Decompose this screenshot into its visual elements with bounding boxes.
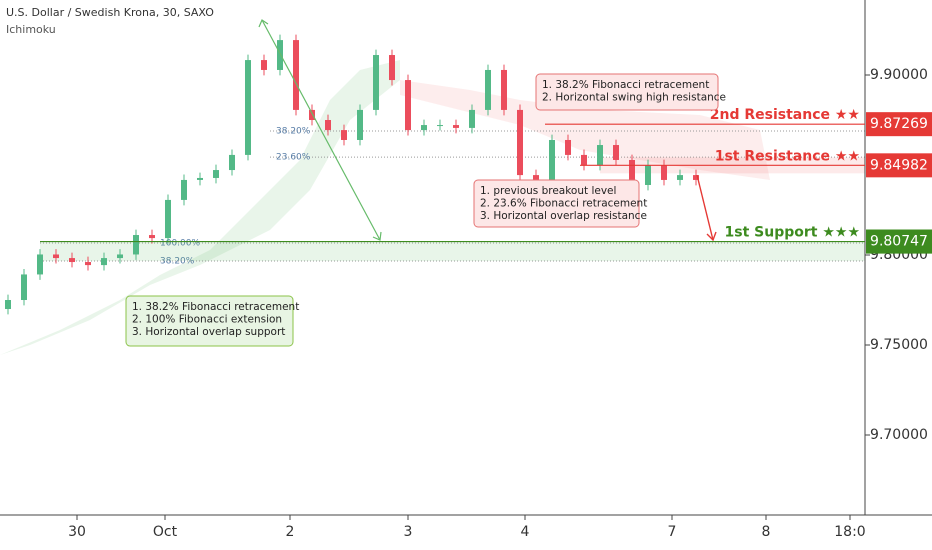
candle-body bbox=[213, 170, 219, 178]
candle-body bbox=[437, 125, 443, 127]
candle-body bbox=[453, 125, 459, 128]
x-tick-label: 4 bbox=[521, 524, 530, 540]
candle-body bbox=[389, 55, 395, 81]
candle-body bbox=[325, 120, 331, 131]
candle-body bbox=[341, 130, 347, 140]
candle-body bbox=[565, 139, 571, 155]
annotation-box bbox=[535, 73, 719, 111]
candle-body bbox=[261, 60, 267, 70]
support-zone bbox=[40, 241, 865, 261]
candle-body bbox=[277, 40, 283, 70]
candle-body bbox=[645, 165, 651, 185]
candle-body bbox=[597, 145, 603, 166]
plot-area: 38.20% 23.60% 100.00% 38.20% bbox=[5, 34, 865, 315]
annotation-text: 2. Horizontal swing high resistance bbox=[542, 92, 726, 104]
candle-body bbox=[629, 159, 635, 185]
x-tick-label: Oct bbox=[153, 524, 178, 540]
level-price: 9.87269 bbox=[870, 116, 928, 132]
annotation-text: 3. Horizontal overlap resistance bbox=[480, 210, 647, 222]
level-name: 2nd Resistance ★★ bbox=[710, 107, 860, 123]
x-tick-label: 3 bbox=[404, 524, 413, 540]
candle-body bbox=[149, 235, 155, 239]
fib-label: 100.00% bbox=[160, 238, 200, 248]
candle-body bbox=[5, 300, 11, 310]
annotation-text: 1. 38.2% Fibonacci retracement bbox=[542, 79, 709, 91]
chart-title: U.S. Dollar / Swedish Krona, 30, SAXO bbox=[6, 6, 214, 19]
y-tick-label: 9.75000 bbox=[870, 337, 928, 353]
x-tick-label: 2 bbox=[286, 524, 295, 540]
candle-body bbox=[549, 139, 555, 180]
candle-body bbox=[165, 199, 171, 239]
arrow-head bbox=[372, 231, 382, 241]
candle-body bbox=[21, 274, 27, 301]
candle-body bbox=[101, 258, 107, 266]
candle-body bbox=[117, 254, 123, 259]
candle-body bbox=[661, 165, 667, 180]
candle-body bbox=[37, 254, 43, 275]
x-tick-label: 7 bbox=[668, 524, 677, 540]
candle-body bbox=[197, 177, 203, 180]
candle-body bbox=[133, 235, 139, 255]
level-price-box bbox=[866, 229, 932, 254]
candle-body bbox=[357, 109, 363, 140]
y-tick-label: 9.70000 bbox=[870, 427, 928, 443]
candle-body bbox=[53, 254, 59, 259]
candle-body bbox=[405, 80, 411, 131]
annotation-text: 3. Horizontal overlap support bbox=[132, 326, 285, 338]
candle-body bbox=[469, 109, 475, 128]
level-price: 9.80747 bbox=[870, 234, 928, 250]
fib-label: 38.20% bbox=[160, 256, 195, 266]
annotation-box bbox=[125, 295, 294, 347]
level-name: 1st Resistance ★★ bbox=[715, 148, 860, 164]
candle-body bbox=[309, 109, 315, 121]
ichimoku-cloud bbox=[0, 60, 400, 355]
annotation-text: 1. 38.2% Fibonacci retracement bbox=[132, 301, 299, 313]
candle-body bbox=[293, 40, 299, 110]
level-price-box bbox=[866, 153, 932, 178]
candle-body bbox=[677, 175, 683, 180]
candle-body bbox=[501, 69, 507, 110]
projection-arrow bbox=[261, 19, 381, 241]
level-price: 9.84982 bbox=[870, 157, 928, 173]
projection-arrow bbox=[696, 174, 714, 241]
x-tick-label: 8 bbox=[762, 524, 771, 540]
candle-body bbox=[229, 154, 235, 171]
arrow-head bbox=[258, 19, 269, 28]
candle-body bbox=[181, 179, 187, 200]
candle-body bbox=[533, 175, 539, 180]
annotation-box bbox=[473, 179, 640, 228]
fib-label: 38.20% bbox=[276, 126, 311, 136]
annotation-text: 1. previous breakout level bbox=[480, 185, 616, 197]
candle-body bbox=[245, 60, 251, 155]
x-tick-label: 30 bbox=[68, 524, 86, 540]
candle-body bbox=[485, 69, 491, 110]
candle-body bbox=[613, 145, 619, 160]
ichimoku-cloud bbox=[400, 80, 770, 180]
candle-body bbox=[517, 109, 523, 176]
annotation-text: 2. 23.6% Fibonacci retracement bbox=[480, 198, 647, 210]
indicator-name: Ichimoku bbox=[6, 23, 56, 36]
y-tick-label: 9.90000 bbox=[870, 67, 928, 83]
x-tick-label: 18:0 bbox=[834, 524, 865, 540]
level-name: 1st Support ★★★ bbox=[725, 225, 860, 241]
arrow-head bbox=[706, 231, 717, 242]
candle-body bbox=[581, 154, 587, 166]
level-price-box bbox=[866, 112, 932, 137]
annotation-text: 2. 100% Fibonacci extension bbox=[132, 314, 282, 326]
candle-body bbox=[421, 125, 427, 131]
candle-body bbox=[69, 258, 75, 263]
fib-label: 23.60% bbox=[276, 153, 311, 163]
candle-body bbox=[373, 55, 379, 110]
candle-body bbox=[693, 175, 699, 180]
candle-body bbox=[85, 262, 91, 266]
